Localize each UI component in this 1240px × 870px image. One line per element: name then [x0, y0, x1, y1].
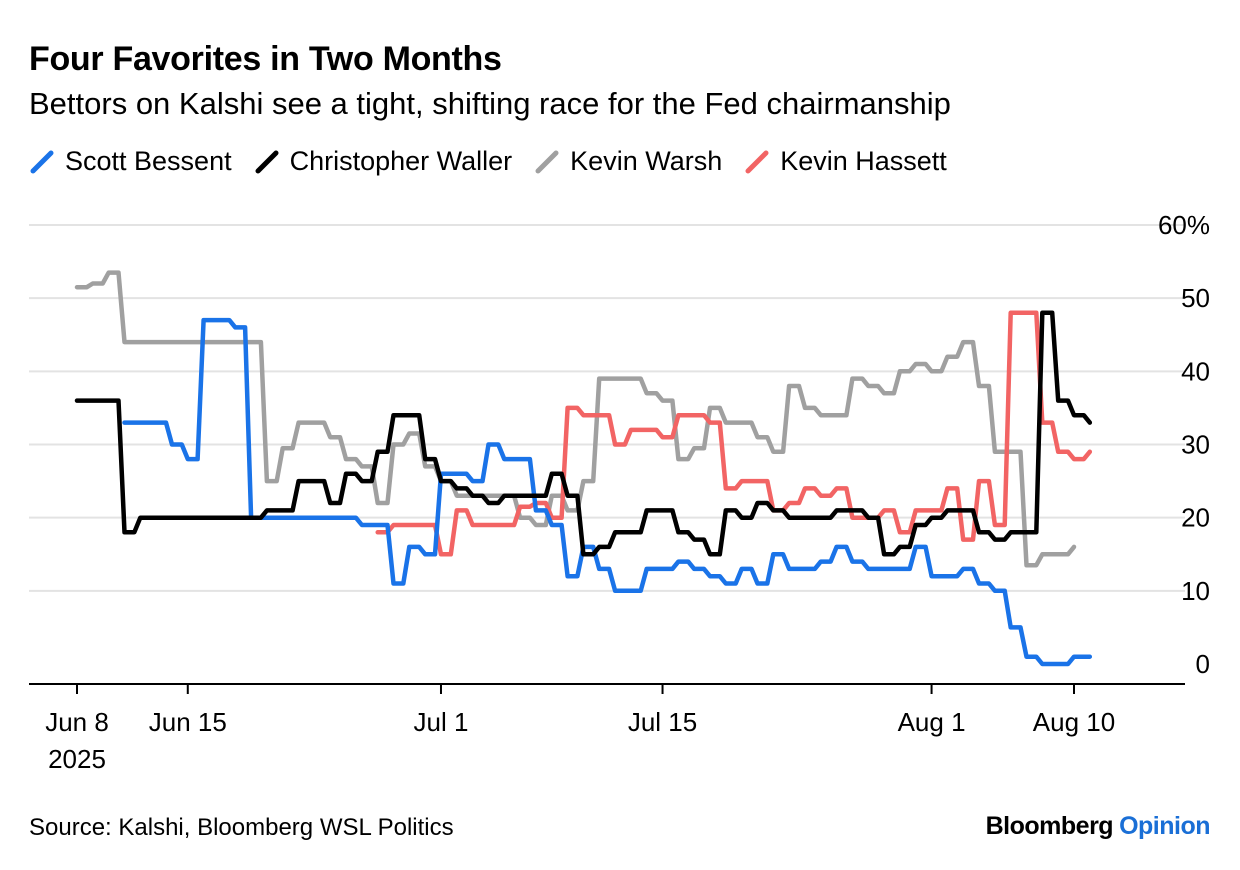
legend-label-waller: Christopher Waller — [289, 146, 513, 176]
legend: Scott Bessent Christopher Waller Kevin W… — [29, 146, 969, 177]
x-tick-label-2: Jul 1 — [414, 707, 469, 737]
y-tick-label-10: 10 — [1181, 576, 1210, 606]
series-line-christopher-waller — [74, 310, 1093, 557]
x-axis-labels: Jun 8 2025 Jun 15 Jul 1 Jul 15 Aug 1 Aug 10 — [45, 707, 1115, 774]
line-chart: 0 10 20 30 40 50 60% Jun 8 2025 Jun 15 Jul 1 Jul 1… — [29, 210, 1210, 774]
brand-logo: Bloomberg Opinion — [985, 812, 1211, 841]
series-line-scott-bessent — [122, 317, 1093, 667]
y-tick-label-60: 60% — [1158, 210, 1210, 240]
chart-subtitle: Bettors on Kalshi see a tight, shifting … — [29, 86, 951, 121]
legend-swatch-waller — [255, 150, 279, 173]
y-tick-label-40: 40 — [1181, 356, 1210, 386]
legend-label-hassett: Kevin Hassett — [780, 146, 947, 176]
legend-swatch-hassett — [745, 150, 769, 173]
brand-main: Bloomberg — [985, 812, 1114, 840]
y-tick-label-0: 0 — [1196, 649, 1210, 679]
series-lines — [74, 270, 1093, 667]
legend-item-warsh: Kevin Warsh — [534, 146, 722, 177]
y-tick-label-50: 50 — [1181, 283, 1210, 313]
y-axis-labels: 0 10 20 30 40 50 60% — [1158, 210, 1210, 679]
y-tick-label-30: 30 — [1181, 430, 1210, 460]
legend-item-waller: Christopher Waller — [254, 146, 513, 177]
legend-item-bessent: Scott Bessent — [29, 146, 232, 177]
series-line-kevin-hassett — [375, 310, 1093, 557]
x-axis — [29, 683, 1185, 694]
legend-label-warsh: Kevin Warsh — [570, 146, 723, 176]
legend-swatch-warsh — [535, 150, 559, 173]
legend-swatch-bessent — [30, 150, 54, 173]
x-tick-sublabel-0: 2025 — [48, 744, 106, 774]
legend-label-bessent: Scott Bessent — [65, 146, 232, 176]
x-tick-label-5: Aug 10 — [1033, 707, 1115, 737]
x-tick-label-3: Jul 15 — [628, 707, 697, 737]
brand-accent: Opinion — [1119, 812, 1210, 840]
gridlines — [29, 224, 1185, 592]
y-tick-label-20: 20 — [1181, 503, 1210, 533]
legend-item-hassett: Kevin Hassett — [744, 146, 947, 177]
source-note: Source: Kalshi, Bloomberg WSL Politics — [29, 814, 454, 841]
chart-title: Four Favorites in Two Months — [29, 40, 502, 78]
x-tick-label-1: Jun 15 — [149, 707, 227, 737]
x-tick-label-0: Jun 8 — [45, 707, 109, 737]
x-tick-label-4: Aug 1 — [898, 707, 966, 737]
series-line-kevin-warsh — [74, 270, 1077, 568]
